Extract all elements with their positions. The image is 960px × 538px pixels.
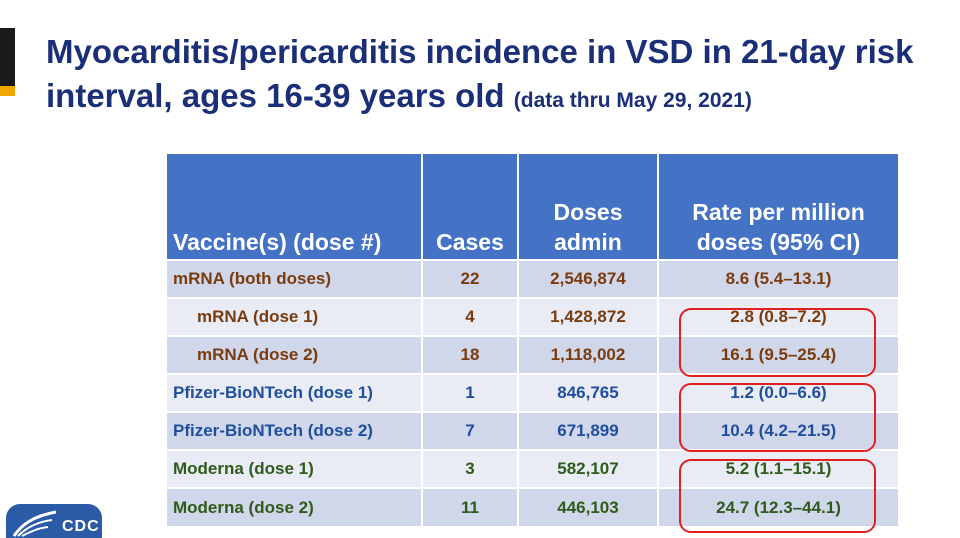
cell-rate: 24.7 (12.3–44.1) — [658, 487, 898, 526]
table-row: Moderna (dose 2) 11 446,103 24.7 (12.3–44.1… — [167, 487, 898, 526]
header-cases: Cases — [422, 154, 519, 260]
table-header-row: Vaccine(s) (dose #) Cases Doses admin Ra… — [167, 154, 898, 260]
cell-doses: 2,546,874 — [518, 259, 659, 298]
cell-rate: 5.2 (1.1–15.1) — [658, 449, 898, 488]
cell-doses: 1,428,872 — [518, 297, 659, 336]
cell-cases: 3 — [422, 449, 519, 488]
incidence-table: Vaccine(s) (dose #) Cases Doses admin Ra… — [167, 154, 898, 526]
table-row: Pfizer-BioNTech (dose 1) 1 846,765 1.2 (0.0… — [167, 373, 898, 412]
cell-cases: 1 — [422, 373, 519, 412]
cell-vaccine: mRNA (dose 2) — [167, 335, 423, 374]
table-row: mRNA (dose 1) 4 1,428,872 2.8 (0.8–7.2) — [167, 297, 898, 336]
cell-cases: 11 — [422, 487, 519, 526]
cell-cases: 4 — [422, 297, 519, 336]
cell-cases: 18 — [422, 335, 519, 374]
cell-vaccine: Moderna (dose 2) — [167, 487, 423, 526]
table-row: Pfizer-BioNTech (dose 2) 7 671,899 10.4 (4.… — [167, 411, 898, 450]
cell-vaccine: mRNA (dose 1) — [167, 297, 423, 336]
table-row: mRNA (dose 2) 18 1,118,002 16.1 (9.5–25.4) — [167, 335, 898, 374]
cell-cases: 22 — [422, 259, 519, 298]
cell-vaccine: Moderna (dose 1) — [167, 449, 423, 488]
cell-doses: 846,765 — [518, 373, 659, 412]
cell-vaccine: mRNA (both doses) — [167, 259, 423, 298]
title-main: Myocarditis/pericarditis incidence in VS… — [46, 33, 914, 114]
highlight-oval-moderna-doses — [679, 459, 876, 533]
slide-accent-stripe — [0, 86, 15, 96]
header-vaccine: Vaccine(s) (dose #) — [167, 154, 423, 260]
table-row: mRNA (both doses) 22 2,546,874 8.6 (5.4–13.… — [167, 259, 898, 298]
header-rate: Rate per million doses (95% CI) — [658, 154, 898, 260]
cell-rate: 16.1 (9.5–25.4) — [658, 335, 898, 374]
cell-doses: 582,107 — [518, 449, 659, 488]
eagle-icon — [12, 510, 57, 537]
cell-vaccine: Pfizer-BioNTech (dose 2) — [167, 411, 423, 450]
table-row: Moderna (dose 1) 3 582,107 5.2 (1.1–15.1) — [167, 449, 898, 488]
cell-cases: 7 — [422, 411, 519, 450]
cell-rate: 8.6 (5.4–13.1) — [658, 259, 898, 298]
slide-accent-bar — [0, 28, 15, 86]
cell-doses: 446,103 — [518, 487, 659, 526]
slide-title: Myocarditis/pericarditis incidence in VS… — [46, 30, 946, 123]
highlight-oval-pfizer-doses — [679, 383, 876, 452]
cdc-logo: CDC — [6, 504, 102, 538]
cdc-logo-text: CDC — [62, 518, 100, 535]
cell-doses: 671,899 — [518, 411, 659, 450]
highlight-oval-mrna-doses — [679, 308, 876, 377]
header-doses: Doses admin — [518, 154, 659, 260]
cell-rate: 10.4 (4.2–21.5) — [658, 411, 898, 450]
title-subtitle: (data thru May 29, 2021) — [513, 89, 752, 112]
cell-vaccine: Pfizer-BioNTech (dose 1) — [167, 373, 423, 412]
cell-doses: 1,118,002 — [518, 335, 659, 374]
cell-rate: 2.8 (0.8–7.2) — [658, 297, 898, 336]
